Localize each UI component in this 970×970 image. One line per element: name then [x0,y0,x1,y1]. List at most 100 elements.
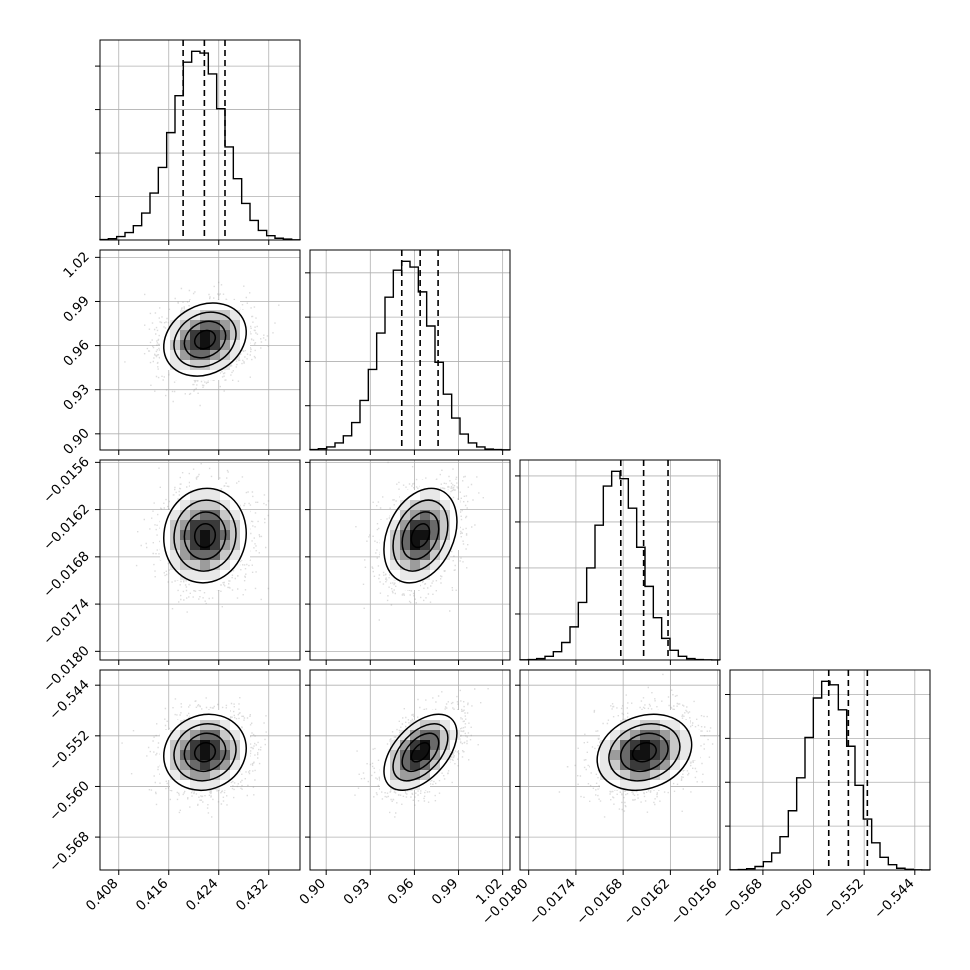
density-cell [180,320,190,330]
density-cell [420,540,430,550]
density-cell [690,740,700,750]
scatter-panel-1-0 [95,249,301,455]
density-cell [430,520,440,530]
density-cell [230,330,240,340]
y-tick-label: −0.0168 [40,548,93,601]
density-cell [670,760,680,770]
density-cell [240,760,250,770]
density-cell [170,750,180,760]
density-cell [160,750,170,760]
panel-content [310,670,510,870]
y-tick-label: 0.96 [60,337,93,370]
contour-line [608,723,681,782]
density-cell [210,340,220,350]
density-cell [440,560,450,570]
density-cell [190,300,200,310]
density-cell [220,550,230,560]
x-tick-label: 0.424 [183,876,222,915]
density-cell [400,750,410,760]
density-cell [440,520,450,530]
y-tick-label: −0.0156 [40,454,93,507]
density-cell [200,760,210,770]
panel-frame [519,459,721,661]
density-cell [170,720,180,730]
density-cell [190,550,200,560]
contour-line [383,487,458,584]
histogram-step-line [729,680,931,871]
density-cell [190,760,200,770]
density-cell [630,770,640,780]
density-cell [190,490,200,500]
contour-line [401,511,440,560]
density-cell [210,570,220,580]
density-cell [410,730,420,740]
density-cell [390,780,400,790]
scatter-panel-3-0 [95,669,301,875]
density-cell [640,760,650,770]
x-tick-label: −0.0168 [573,876,626,929]
density-cell [420,560,430,570]
density-cell [210,480,220,490]
density-cell [400,520,410,530]
density-cell [220,540,230,550]
density-cell [160,730,170,740]
density-cell [380,540,390,550]
x-tick-label: 0.96 [385,876,418,909]
histogram-step-line [99,50,301,241]
density-cell [240,740,250,750]
density-cell [420,530,430,540]
density-cell [170,520,180,530]
density-cell [190,350,200,360]
density-cell [430,510,440,520]
panel-frame [309,249,511,451]
density-cell [190,770,200,780]
density-cell [230,490,240,500]
density-cell [180,550,190,560]
contour-line [392,723,449,782]
x-tick-label: 0.408 [83,876,122,915]
density-cell [600,780,610,790]
density-cell [200,780,210,790]
density-cell [160,360,170,370]
panel-background [100,40,300,240]
density-cell [440,720,450,730]
density-cell [200,730,210,740]
x-tick-label: −0.0162 [620,876,673,929]
density-cell [380,560,390,570]
density-cell [390,510,400,520]
density-cell [670,730,680,740]
panel-content [100,250,300,450]
panel-frame [519,669,721,871]
density-cell [190,330,200,340]
density-cell [170,350,180,360]
density-cell [180,740,190,750]
density-cell [440,540,450,550]
density-cell [200,580,210,590]
density-cell [640,770,650,780]
density-cell [190,730,200,740]
density-cell [400,490,410,500]
density-cell [670,710,680,720]
density-cell [410,740,420,750]
density-cell [170,360,180,370]
density-cell [440,500,450,510]
density-cell [200,490,210,500]
density-cell [600,770,610,780]
density-cell [430,480,440,490]
density-cell [230,510,240,520]
density-cell [430,550,440,560]
density-cell [630,730,640,740]
density-cell [410,760,420,770]
contour-line [183,732,227,773]
density-cell [430,490,440,500]
density-cell [430,500,440,510]
scatter-panel-3-2 [515,669,721,875]
density-cell [400,580,410,590]
density-cell [230,340,240,350]
density-cell [200,500,210,510]
density-cell [220,320,230,330]
density-cell [180,510,190,520]
x-tick-label: −0.552 [820,876,867,923]
contour-line [173,723,237,782]
density-cell [640,720,650,730]
